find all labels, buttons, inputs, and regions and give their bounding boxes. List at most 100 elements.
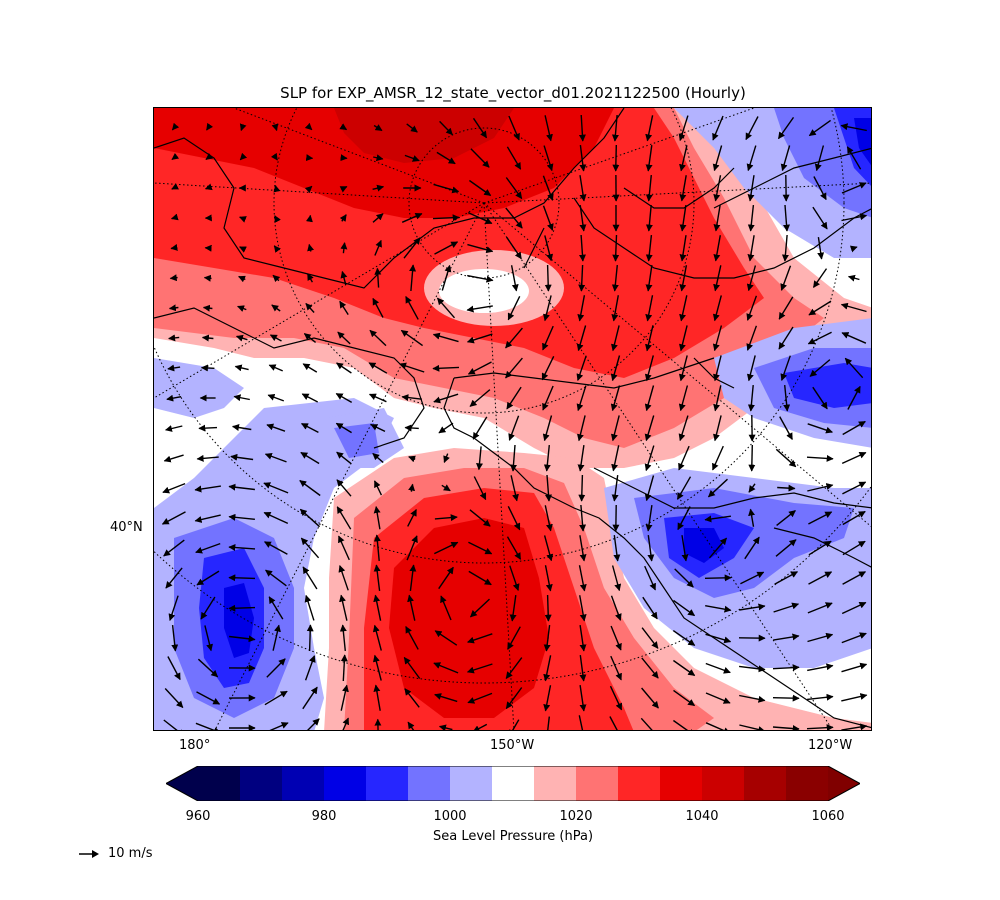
wind-arrow [641, 657, 659, 679]
wind-arrow [712, 445, 724, 471]
wind-arrow [576, 355, 587, 381]
wind-arrow [773, 633, 800, 641]
wind-arrow [467, 633, 493, 644]
wind-arrow [195, 722, 221, 730]
wind-arrow [166, 394, 182, 402]
wind-arrow [229, 635, 256, 643]
wind-arrow [434, 514, 458, 522]
wind-arrow [847, 385, 861, 410]
wind-arrow [842, 481, 867, 495]
colorbar [164, 765, 862, 802]
wind-arrow [780, 265, 792, 291]
wind-arrow [505, 207, 523, 229]
wind-arrow [747, 235, 755, 262]
xtick-150w: 150°W [490, 738, 535, 753]
wind-arrow [406, 123, 418, 133]
wind-arrow [469, 389, 491, 407]
wind-arrow [679, 235, 687, 262]
slp-map [153, 107, 872, 731]
wind-arrow [228, 604, 256, 612]
wind-arrow [807, 602, 833, 614]
wind-arrow [543, 445, 551, 472]
ytick-40n: 40°N [110, 520, 143, 535]
wind-arrow [162, 482, 186, 494]
wind-arrow [681, 535, 689, 562]
wind-arrow [340, 154, 348, 162]
wind-arrow [267, 394, 285, 402]
wind-arrow [369, 329, 387, 347]
wind-arrow [672, 630, 696, 646]
wind-arrow [404, 688, 420, 708]
wind-arrow [642, 596, 658, 620]
wind-arrow [436, 151, 456, 165]
wind-arrow [841, 451, 867, 465]
wind-arrow [747, 385, 755, 412]
wind-arrow [610, 415, 620, 442]
wind-arrow [673, 599, 696, 617]
wind-arrow [509, 595, 517, 622]
wind-arrow [746, 355, 756, 382]
wind-arrow [468, 541, 493, 555]
wind-arrow [237, 305, 247, 312]
wind-arrow [200, 364, 215, 372]
wind-arrow [373, 534, 381, 561]
wind-arrow [169, 274, 178, 282]
wind-arrow [679, 295, 688, 322]
wind-arrow [712, 295, 722, 322]
wind-arrow [610, 385, 621, 412]
wind-arrow [228, 544, 256, 552]
wind-arrow [269, 334, 282, 342]
wind-arrow [713, 205, 721, 232]
wind-arrow [611, 114, 619, 142]
wind-arrow [472, 117, 488, 139]
wind-arrow [641, 627, 659, 649]
wind-arrow [772, 694, 800, 702]
wind-arrow [507, 505, 521, 531]
wind-arrow [339, 300, 349, 315]
wind-arrow [678, 355, 688, 382]
wind-arrow [400, 329, 424, 347]
wind-arrow [544, 115, 553, 142]
wind-arrow [808, 511, 833, 525]
wind-arrow [204, 183, 213, 191]
wind-arrow [373, 684, 381, 711]
wind-arrow [781, 234, 789, 262]
wind-arrow [849, 245, 858, 253]
high-1035-region [334, 108, 514, 163]
wind-arrow [273, 184, 281, 193]
wind-arrow [579, 595, 587, 622]
wind-arrow [405, 625, 419, 650]
wind-arrow [744, 536, 760, 560]
quiver-key-label: 10 m/s [108, 846, 153, 861]
wind-arrow [167, 364, 181, 372]
wind-arrow [644, 355, 654, 382]
wind-arrow [468, 570, 492, 586]
colorbar-bin [282, 766, 325, 801]
wind-arrow [772, 664, 800, 672]
wind-arrow [543, 625, 551, 652]
wind-arrow [433, 393, 459, 404]
wind-arrow [302, 686, 318, 710]
wind-arrow [274, 215, 281, 224]
wind-arrow [230, 453, 254, 461]
wind-arrow [542, 325, 554, 351]
wind-arrow [372, 184, 385, 192]
wind-arrow [748, 444, 756, 472]
colorbar-extend-under [166, 766, 198, 801]
wind-arrow [772, 725, 800, 730]
wind-arrow [372, 297, 384, 318]
wind-arrow [543, 535, 554, 562]
wind-arrow [808, 119, 832, 137]
wind-arrow [505, 177, 523, 200]
wind-arrow [841, 213, 868, 222]
wind-arrow [543, 295, 552, 322]
wind-arrow [171, 122, 180, 131]
wind-arrow [268, 596, 284, 620]
wind-arrow [434, 693, 458, 703]
wind-arrow [434, 241, 459, 255]
colorbar-bin [240, 766, 283, 801]
wind-arrow [543, 145, 554, 172]
wind-arrow [840, 123, 867, 132]
wind-arrow [611, 445, 620, 472]
wind-arrow [679, 204, 687, 232]
